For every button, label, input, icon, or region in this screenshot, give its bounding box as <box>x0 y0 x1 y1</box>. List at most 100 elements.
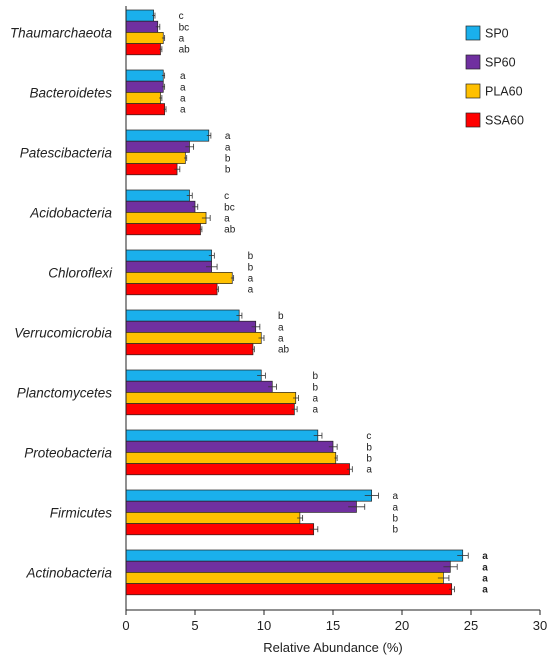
category-label-actinobacteria: Actinobacteria <box>25 565 112 580</box>
bar-planctomycetes-pla60 <box>125 392 297 404</box>
sig-letter-patescibacteria-ssa60: b <box>225 165 231 176</box>
x-tick-label: 0 <box>122 618 129 633</box>
x-ticks-layer: 0 5 10 15 20 25 30 <box>122 610 547 633</box>
bar-verrucomicrobia-sp60 <box>125 320 257 333</box>
legend-swatch-pla60 <box>465 83 481 99</box>
bars-layer <box>125 9 464 596</box>
sig-letter-chloroflexi-ssa60: a <box>248 285 254 296</box>
sig-letter-firmicutes-pla60: b <box>393 514 399 525</box>
bar-firmicutes-ssa60 <box>125 523 315 536</box>
x-tick-label: 25 <box>464 618 478 633</box>
category-label-firmicutes: Firmicutes <box>50 505 113 520</box>
legend-label-ssa60: SSA60 <box>485 114 524 128</box>
bar-actinobacteria-sp60 <box>125 560 451 573</box>
bar-patescibacteria-ssa60 <box>125 163 178 176</box>
bar-patescibacteria-sp0 <box>125 129 210 142</box>
sig-letter-patescibacteria-sp0: a <box>225 131 231 142</box>
bar-planctomycetes-sp0 <box>125 369 262 382</box>
bar-acidobacteria-ssa60 <box>125 223 201 236</box>
sig-letter-proteobacteria-ssa60: a <box>366 465 372 476</box>
sig-letter-thaumarchaeota-sp0: c <box>179 11 184 22</box>
bar-firmicutes-pla60 <box>125 512 301 524</box>
legend-swatch-sp0 <box>465 25 481 41</box>
bar-verrucomicrobia-sp0 <box>125 309 240 322</box>
category-label-bacteroidetes: Bacteroidetes <box>29 85 112 100</box>
bar-chloroflexi-ssa60 <box>125 283 218 296</box>
bar-verrucomicrobia-pla60 <box>125 332 262 344</box>
legend: SP0 SP60 PLA60 SSA60 <box>465 25 524 128</box>
legend-label-sp0: SP0 <box>485 27 509 41</box>
sig-letter-thaumarchaeota-ssa60: ab <box>179 45 191 56</box>
bar-thaumarchaeota-sp0 <box>125 9 154 22</box>
category-label-proteobacteria: Proteobacteria <box>24 445 112 460</box>
category-label-planctomycetes: Planctomycetes <box>17 385 113 400</box>
bar-planctomycetes-ssa60 <box>125 403 295 416</box>
bar-firmicutes-sp0 <box>125 489 372 502</box>
bar-proteobacteria-sp0 <box>125 429 319 442</box>
category-labels-layer: Thaumarchaeota Bacteroidetes Patescibacter… <box>10 25 113 580</box>
error-bars-layer <box>152 12 469 593</box>
sig-letter-actinobacteria-pla60: a <box>482 574 488 585</box>
sig-letter-proteobacteria-sp0: c <box>366 431 371 442</box>
sig-letter-chloroflexi-pla60: a <box>248 274 254 285</box>
sig-letter-acidobacteria-sp60: bc <box>224 202 235 213</box>
sig-letter-proteobacteria-sp60: b <box>366 442 372 453</box>
sig-letter-acidobacteria-ssa60: ab <box>224 225 236 236</box>
bar-chloroflexi-sp60 <box>125 260 212 273</box>
significance-letters-layer: cbcaabaaaaaabbcbcaabbbaabaaabbbaacbbaaab… <box>179 11 489 596</box>
bar-firmicutes-sp60 <box>125 500 357 513</box>
sig-letter-planctomycetes-sp60: b <box>313 382 319 393</box>
sig-letter-planctomycetes-sp0: b <box>313 371 319 382</box>
sig-letter-thaumarchaeota-pla60: a <box>179 34 185 45</box>
sig-letter-firmicutes-sp0: a <box>393 491 399 502</box>
x-axis-title: Relative Abundance (%) <box>263 640 402 655</box>
category-label-chloroflexi: Chloroflexi <box>48 265 113 280</box>
sig-letter-verrucomicrobia-pla60: a <box>278 334 284 345</box>
bar-bacteroidetes-sp60 <box>125 80 164 93</box>
sig-letter-actinobacteria-ssa60: a <box>482 585 488 596</box>
bar-proteobacteria-sp60 <box>125 440 334 453</box>
legend-label-pla60: PLA60 <box>485 85 523 99</box>
bar-acidobacteria-sp60 <box>125 200 196 213</box>
bar-bacteroidetes-sp0 <box>125 69 164 82</box>
bar-patescibacteria-pla60 <box>125 152 186 164</box>
sig-letter-firmicutes-ssa60: b <box>393 525 399 536</box>
sig-letter-planctomycetes-ssa60: a <box>313 405 319 416</box>
sig-letter-proteobacteria-pla60: b <box>366 454 372 465</box>
bar-bacteroidetes-ssa60 <box>125 103 165 116</box>
x-tick-label: 15 <box>326 618 340 633</box>
category-label-patescibacteria: Patescibacteria <box>20 145 113 160</box>
sig-letter-acidobacteria-pla60: a <box>224 214 230 225</box>
bar-acidobacteria-pla60 <box>125 212 207 224</box>
sig-letter-patescibacteria-pla60: b <box>225 154 231 165</box>
sig-letter-bacteroidetes-ssa60: a <box>180 105 186 116</box>
sig-letter-actinobacteria-sp60: a <box>482 562 488 573</box>
bar-patescibacteria-sp60 <box>125 140 190 153</box>
legend-swatch-sp60 <box>465 54 481 70</box>
bar-actinobacteria-ssa60 <box>125 583 453 596</box>
sig-letter-actinobacteria-sp0: a <box>482 551 488 562</box>
bar-bacteroidetes-pla60 <box>125 92 161 104</box>
sig-letter-bacteroidetes-sp0: a <box>180 71 186 82</box>
sig-letter-verrucomicrobia-ssa60: ab <box>278 345 290 356</box>
sig-letter-firmicutes-sp60: a <box>393 502 399 513</box>
bar-acidobacteria-sp0 <box>125 189 190 202</box>
x-tick-label: 10 <box>257 618 271 633</box>
sig-letter-chloroflexi-sp0: b <box>248 251 254 262</box>
legend-swatch-ssa60 <box>465 112 481 128</box>
bar-chloroflexi-sp0 <box>125 249 212 262</box>
category-label-acidobacteria: Acidobacteria <box>29 205 112 220</box>
sig-letter-thaumarchaeota-sp60: bc <box>179 22 190 33</box>
sig-letter-planctomycetes-pla60: a <box>313 394 319 405</box>
bar-thaumarchaeota-sp60 <box>125 20 159 33</box>
bar-chloroflexi-pla60 <box>125 272 233 284</box>
bar-thaumarchaeota-ssa60 <box>125 43 161 56</box>
sig-letter-bacteroidetes-pla60: a <box>180 94 186 105</box>
bar-verrucomicrobia-ssa60 <box>125 343 254 356</box>
x-tick-label: 20 <box>395 618 409 633</box>
sig-letter-patescibacteria-sp60: a <box>225 142 231 153</box>
bar-actinobacteria-pla60 <box>125 572 444 584</box>
sig-letter-acidobacteria-sp0: c <box>224 191 229 202</box>
bar-actinobacteria-sp0 <box>125 549 464 562</box>
